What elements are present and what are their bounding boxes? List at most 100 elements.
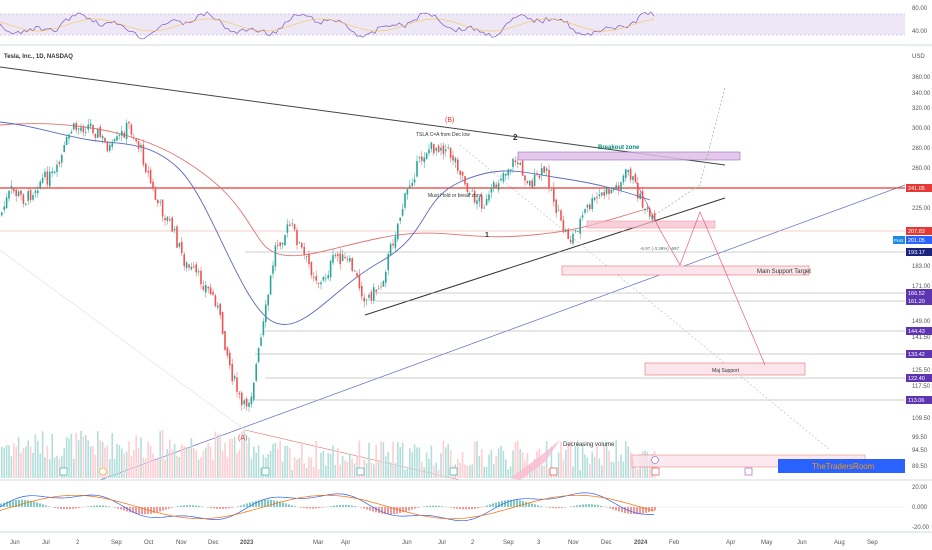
macd-hist-bar — [489, 504, 491, 507]
ma-200-red — [0, 123, 651, 257]
candle-body — [413, 179, 416, 183]
macd-hist-bar — [504, 500, 506, 507]
candle-body — [27, 191, 29, 201]
macd-hist-bar — [0, 503, 2, 507]
candle-body — [524, 175, 526, 181]
candle-body — [281, 242, 284, 245]
candle-body — [572, 233, 574, 244]
time-tick: 2 — [76, 540, 80, 546]
volume-bar — [159, 431, 161, 478]
level-tag-label: 161.20 — [908, 299, 925, 305]
volume-bar — [94, 454, 97, 478]
candle-body — [598, 194, 601, 197]
candle-body — [10, 185, 13, 189]
macd-hist-bar — [39, 503, 41, 507]
volume-bar — [281, 461, 284, 478]
candle-body — [77, 128, 80, 130]
candle-body — [133, 137, 135, 139]
candle-body — [589, 204, 591, 210]
macd-hist-bar — [486, 505, 488, 507]
macd-hist-bar — [240, 505, 242, 507]
candle-body — [99, 126, 101, 137]
volume-bar — [449, 450, 452, 478]
volume-bar — [502, 450, 505, 478]
macd-hist-bar — [630, 507, 632, 515]
brand-label: TheTradersRoom — [812, 462, 875, 471]
volume-bar — [512, 450, 514, 478]
volume-bar — [416, 447, 418, 478]
wave-1-label: 1 — [485, 232, 489, 239]
candle-body — [457, 159, 459, 171]
macd-hist-bar — [318, 507, 320, 509]
volume-bar — [22, 447, 25, 478]
macd-hist-bar — [258, 500, 260, 507]
volume-bar — [25, 446, 27, 478]
macd-hist-bar — [186, 505, 188, 507]
candle-body — [478, 197, 481, 202]
candle-body — [533, 174, 536, 186]
candle-body — [493, 182, 495, 189]
candle-body — [411, 182, 413, 186]
volume-bar — [509, 466, 512, 478]
candle-body — [65, 137, 68, 145]
candle-body — [560, 210, 562, 221]
volume-bar — [209, 446, 212, 478]
candle-body — [512, 158, 514, 168]
candle-body — [17, 191, 20, 197]
volume-bar — [411, 452, 413, 478]
candle-body — [584, 208, 586, 213]
candle-body — [617, 185, 620, 191]
tsla-note: TSLA C=A from Dec low — [416, 132, 470, 138]
candle-body — [58, 162, 61, 165]
level-tag-label: 201.05 — [908, 238, 925, 244]
macd-hist-bar — [90, 505, 92, 507]
volume-bar — [327, 453, 329, 478]
candle-body — [87, 124, 89, 130]
volume-bar — [613, 462, 615, 478]
macd-hist-bar — [60, 507, 62, 509]
candle-body — [207, 286, 209, 289]
volume-bar — [329, 453, 332, 478]
volume-bar — [190, 438, 193, 478]
candle-body — [111, 141, 113, 147]
volume-bar — [507, 469, 509, 478]
volume-bar — [490, 450, 493, 478]
level-tag-bg — [906, 236, 932, 244]
hold-zone-box — [586, 220, 716, 229]
candle-body — [214, 295, 217, 307]
candle-body — [332, 254, 334, 263]
time-tick: Jul — [42, 540, 50, 546]
macd-hist-bar — [507, 499, 509, 507]
candle-body — [567, 229, 569, 240]
candle-body — [97, 129, 99, 138]
volume-bar — [226, 457, 229, 478]
candle-body — [649, 208, 651, 217]
volume-bar — [430, 445, 433, 478]
macd-hist-bar — [267, 499, 269, 507]
volume-bar — [541, 465, 543, 478]
volume-bar — [97, 431, 99, 478]
macd-hist-bar — [468, 507, 470, 510]
volume-bar — [63, 447, 65, 478]
macd-hist-bar — [408, 507, 410, 511]
post-label: Post — [894, 238, 904, 243]
volume-bar — [125, 451, 128, 478]
candle-body — [418, 157, 421, 159]
ma-50-blue — [0, 121, 651, 326]
candle-body — [469, 192, 471, 195]
candle-body — [185, 262, 188, 268]
volume-bar — [65, 437, 68, 478]
volume-bar — [339, 464, 341, 478]
volume-bar — [375, 445, 377, 478]
candle-body — [113, 139, 116, 142]
candle-body — [531, 180, 533, 189]
candle-body — [632, 176, 634, 180]
descending-trendline — [0, 66, 726, 166]
candle-body — [94, 134, 97, 138]
macd-hist-bar — [330, 506, 332, 507]
macd-hist-bar — [306, 507, 308, 509]
volume-bar — [392, 441, 394, 478]
volume-bar — [418, 447, 421, 478]
volume-bar — [601, 465, 603, 478]
time-tick: Sep — [111, 540, 122, 546]
